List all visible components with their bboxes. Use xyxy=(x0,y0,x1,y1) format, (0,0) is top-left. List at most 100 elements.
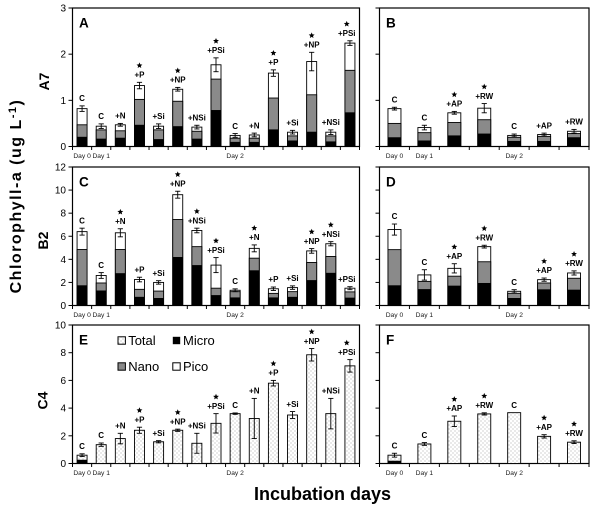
svg-text:A7: A7 xyxy=(36,72,52,90)
svg-text:2: 2 xyxy=(60,278,66,289)
svg-text:Day 1: Day 1 xyxy=(416,312,434,319)
svg-text:Day 1: Day 1 xyxy=(92,470,110,477)
svg-text:Day 0: Day 0 xyxy=(386,312,404,319)
svg-text:+Si: +Si xyxy=(286,274,298,283)
svg-text:+NSi: +NSi xyxy=(322,118,340,127)
svg-text:+RW: +RW xyxy=(475,92,493,101)
svg-text:+AP: +AP xyxy=(446,252,462,261)
svg-text:C: C xyxy=(392,95,398,104)
svg-text:+N: +N xyxy=(115,112,126,121)
svg-text:+PSi: +PSi xyxy=(338,348,356,357)
svg-text:+Si: +Si xyxy=(152,429,164,438)
svg-text:+Si: +Si xyxy=(286,119,298,128)
svg-text:+N: +N xyxy=(249,121,260,130)
svg-text:C: C xyxy=(232,122,238,131)
svg-text:C: C xyxy=(232,401,238,410)
svg-text:C: C xyxy=(232,277,238,286)
svg-text:+NSi: +NSi xyxy=(322,387,340,396)
svg-text:+P: +P xyxy=(268,275,279,284)
svg-text:+NP: +NP xyxy=(170,76,186,85)
svg-text:+NP: +NP xyxy=(304,337,320,346)
svg-text:Day 2: Day 2 xyxy=(226,153,244,160)
svg-text:Day 1: Day 1 xyxy=(416,153,434,160)
svg-text:Day 0: Day 0 xyxy=(73,470,91,477)
svg-text:C: C xyxy=(79,174,89,189)
svg-text:+N: +N xyxy=(249,233,260,242)
svg-text:+N: +N xyxy=(115,217,126,226)
svg-text:6: 6 xyxy=(60,376,66,387)
svg-text:+PSi: +PSi xyxy=(207,46,225,55)
svg-text:+Si: +Si xyxy=(286,400,298,409)
svg-text:+N: +N xyxy=(249,387,260,396)
svg-text:2: 2 xyxy=(60,50,66,61)
svg-text:+NP: +NP xyxy=(304,41,320,50)
svg-text:Pico: Pico xyxy=(183,359,208,374)
svg-text:C: C xyxy=(511,122,517,131)
svg-text:C: C xyxy=(392,212,398,221)
svg-text:1: 1 xyxy=(60,96,66,107)
svg-text:+PSi: +PSi xyxy=(207,246,225,255)
svg-text:+RW: +RW xyxy=(475,401,493,410)
svg-text:Nano: Nano xyxy=(128,359,159,374)
svg-text:+NSi: +NSi xyxy=(188,422,206,431)
svg-text:C: C xyxy=(392,441,398,450)
svg-text:+PSi: +PSi xyxy=(338,275,356,284)
svg-text:4: 4 xyxy=(60,404,66,415)
svg-text:+NP: +NP xyxy=(170,417,186,426)
svg-text:0: 0 xyxy=(60,142,66,153)
svg-text:Day 2: Day 2 xyxy=(505,153,523,160)
svg-text:10: 10 xyxy=(55,321,67,332)
svg-text:C: C xyxy=(511,401,517,410)
svg-text:+AP: +AP xyxy=(536,121,552,130)
svg-text:+AP: +AP xyxy=(446,100,462,109)
svg-text:C4: C4 xyxy=(35,391,51,409)
svg-text:C: C xyxy=(421,431,427,440)
svg-text:+Si: +Si xyxy=(152,112,164,121)
svg-text:C: C xyxy=(98,261,104,270)
svg-text:+RW: +RW xyxy=(475,233,493,242)
svg-text:8: 8 xyxy=(60,348,66,359)
svg-text:+P: +P xyxy=(134,415,145,424)
svg-text:10: 10 xyxy=(55,186,67,197)
svg-text:C: C xyxy=(98,112,104,121)
svg-text:Day 0: Day 0 xyxy=(73,153,91,160)
svg-text:+NSi: +NSi xyxy=(322,230,340,239)
svg-text:2: 2 xyxy=(60,431,66,442)
svg-text:3: 3 xyxy=(60,4,66,15)
svg-text:+AP: +AP xyxy=(446,404,462,413)
svg-text:+P: +P xyxy=(134,265,145,274)
svg-text:+P: +P xyxy=(268,58,279,67)
svg-text:C: C xyxy=(79,216,85,225)
svg-text:Day 1: Day 1 xyxy=(92,153,110,160)
svg-text:Day 0: Day 0 xyxy=(386,470,404,477)
svg-text:C: C xyxy=(421,258,427,267)
svg-text:12: 12 xyxy=(55,163,67,174)
svg-text:Micro: Micro xyxy=(183,333,215,348)
svg-text:C: C xyxy=(98,431,104,440)
svg-text:C: C xyxy=(79,94,85,103)
svg-text:8: 8 xyxy=(60,209,66,220)
svg-text:4: 4 xyxy=(60,255,66,266)
svg-text:+NSi: +NSi xyxy=(188,113,206,122)
svg-text:Day 2: Day 2 xyxy=(505,312,523,319)
svg-text:Day 2: Day 2 xyxy=(226,312,244,319)
svg-text:+RW: +RW xyxy=(565,259,583,268)
svg-text:0: 0 xyxy=(60,301,66,312)
svg-text:+PSi: +PSi xyxy=(207,402,225,411)
svg-text:+AP: +AP xyxy=(536,266,552,275)
svg-text:+RW: +RW xyxy=(565,429,583,438)
svg-text:Incubation days: Incubation days xyxy=(254,484,391,504)
svg-text:+AP: +AP xyxy=(536,423,552,432)
svg-text:+PSi: +PSi xyxy=(338,29,356,38)
svg-text:+N: +N xyxy=(115,422,126,431)
svg-text:Chlorophyll-a (ug L-1): Chlorophyll-a (ug L-1) xyxy=(7,99,25,294)
svg-text:F: F xyxy=(386,332,394,347)
svg-text:+Si: +Si xyxy=(152,269,164,278)
svg-text:B: B xyxy=(386,15,396,30)
svg-text:Day 2: Day 2 xyxy=(226,470,244,477)
svg-text:Total: Total xyxy=(128,333,156,348)
svg-text:6: 6 xyxy=(60,232,66,243)
svg-text:C: C xyxy=(79,442,85,451)
svg-text:+NP: +NP xyxy=(170,179,186,188)
svg-text:E: E xyxy=(79,332,88,347)
